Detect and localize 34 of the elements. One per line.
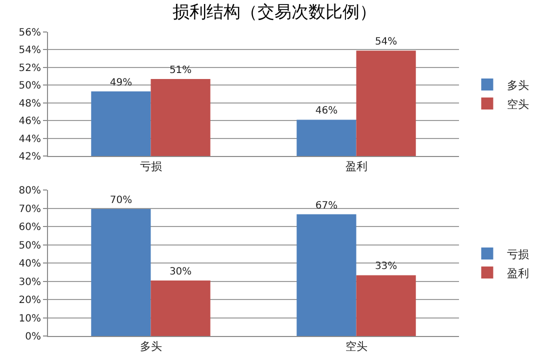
y-tick-label: 42% <box>18 152 41 162</box>
data-label: 67% <box>315 200 338 212</box>
bar <box>91 208 151 336</box>
y-tick-label: 48% <box>18 98 41 110</box>
data-label: 54% <box>374 36 398 48</box>
chart-title: 损利结构（交易次数比例） <box>172 2 376 22</box>
bar <box>150 280 210 336</box>
legend-label: 多头 <box>507 78 530 92</box>
y-tick-label: 20% <box>18 295 41 306</box>
y-tick-label: 30% <box>18 276 41 288</box>
data-label: 46% <box>315 106 338 117</box>
legend-label: 亏损 <box>507 248 530 261</box>
y-tick-label: 52% <box>18 62 41 74</box>
y-tick-label: 0% <box>25 332 41 342</box>
y-tick-label: 70% <box>18 204 41 215</box>
y-tick-label: 56% <box>18 28 41 38</box>
bar <box>296 214 356 336</box>
data-label: 33% <box>374 261 398 272</box>
legend-label: 空头 <box>507 98 530 111</box>
bar <box>356 275 416 336</box>
data-label: 49% <box>110 77 132 88</box>
y-tick-label: 44% <box>18 134 41 145</box>
data-label: 70% <box>110 194 132 206</box>
y-tick-label: 54% <box>18 45 41 56</box>
y-tick-label: 80% <box>18 186 41 196</box>
y-tick-label: 60% <box>18 222 41 233</box>
y-tick-label: 50% <box>18 240 41 252</box>
y-tick-label: 40% <box>18 258 41 270</box>
legend-label: 盈利 <box>507 266 530 280</box>
data-label: 51% <box>169 64 192 76</box>
y-tick-label: 10% <box>18 313 41 324</box>
y-tick-label: 50% <box>18 80 41 92</box>
data-label: 30% <box>169 266 192 278</box>
y-tick-label: 46% <box>18 116 41 128</box>
